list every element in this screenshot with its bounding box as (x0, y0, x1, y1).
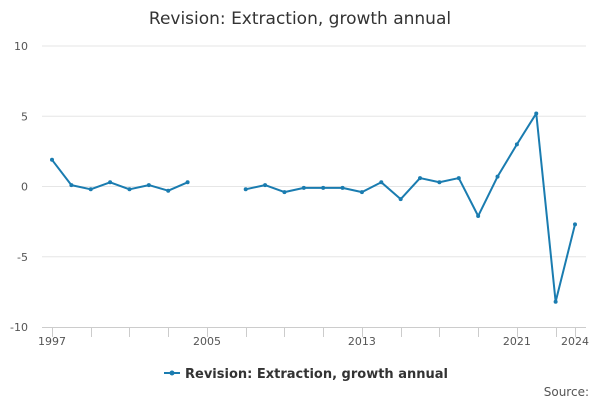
data-point[interactable] (166, 188, 171, 193)
data-point[interactable] (553, 299, 558, 304)
data-point[interactable] (340, 185, 345, 190)
series-line (51, 159, 188, 192)
data-point[interactable] (476, 214, 481, 219)
chart-title: Revision: Extraction, growth annual (149, 9, 451, 29)
x-tick-label: 2024 (561, 335, 589, 348)
series-layer (50, 111, 577, 304)
x-tick-label: 1997 (38, 335, 66, 348)
y-tick-label: -10 (10, 321, 28, 334)
data-point[interactable] (573, 222, 577, 227)
y-tick-label: -5 (17, 251, 28, 264)
data-point[interactable] (88, 187, 93, 192)
data-point[interactable] (108, 180, 113, 185)
data-point[interactable] (185, 180, 190, 185)
data-point[interactable] (127, 187, 132, 192)
series-line (245, 112, 576, 303)
data-point[interactable] (398, 197, 403, 202)
data-point[interactable] (321, 185, 326, 190)
data-point[interactable] (69, 183, 74, 188)
data-point[interactable] (534, 111, 539, 116)
x-tick-label: 2021 (503, 335, 531, 348)
data-point[interactable] (243, 187, 248, 192)
y-axis: 10 5 0 -5 -10 (10, 40, 28, 334)
x-tick-label: 2013 (348, 335, 376, 348)
data-point[interactable] (263, 183, 268, 188)
data-point[interactable] (359, 190, 364, 195)
source-label: Source: (544, 385, 589, 399)
x-axis: 1997 2005 2013 2021 2024 (38, 327, 589, 348)
y-tick-label: 0 (21, 181, 28, 194)
data-point[interactable] (301, 185, 306, 190)
data-point[interactable] (379, 180, 384, 185)
legend-label: Revision: Extraction, growth annual (185, 367, 448, 382)
legend-marker (169, 370, 175, 376)
y-tick-label: 10 (14, 40, 28, 53)
data-point[interactable] (495, 174, 500, 179)
data-point[interactable] (418, 176, 423, 181)
data-point[interactable] (437, 180, 442, 185)
grid (42, 45, 586, 258)
data-point[interactable] (456, 176, 461, 181)
x-tick-label: 2005 (193, 335, 221, 348)
y-tick-label: 5 (21, 110, 28, 123)
data-point[interactable] (282, 190, 287, 195)
data-point[interactable] (146, 183, 151, 188)
data-point[interactable] (50, 157, 54, 162)
legend[interactable]: Revision: Extraction, growth annual (164, 367, 448, 382)
data-point[interactable] (514, 142, 519, 147)
